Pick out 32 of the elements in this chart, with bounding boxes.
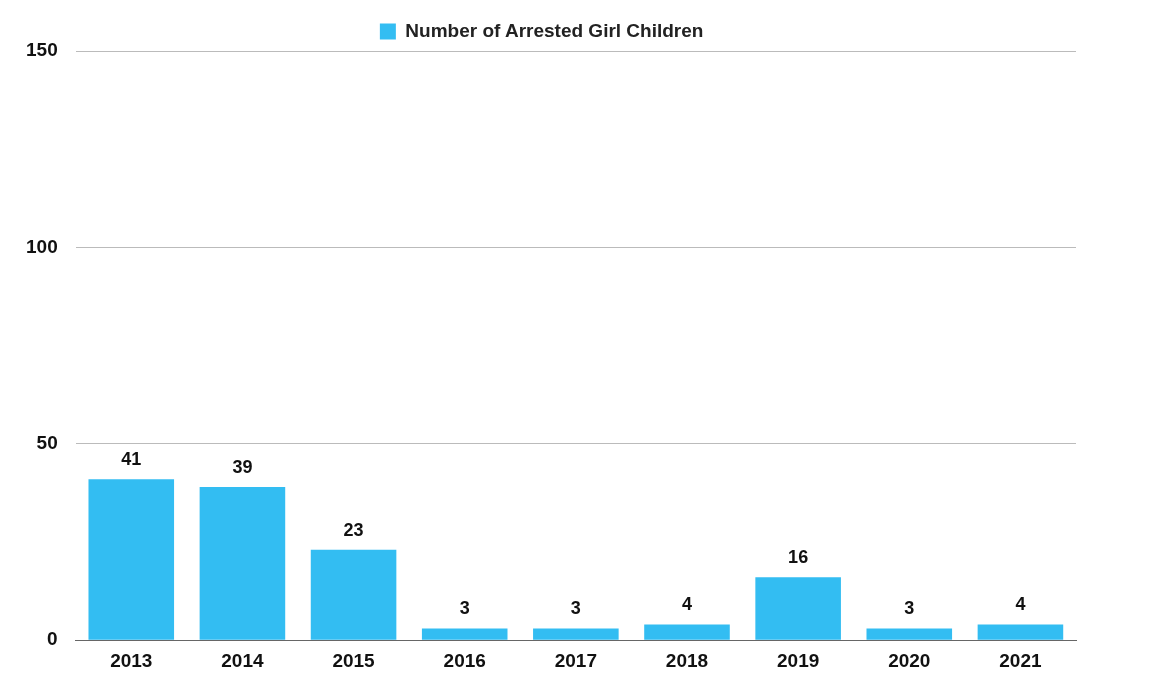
- bar: [533, 628, 619, 640]
- bar: [199, 487, 286, 640]
- data-label: 4: [681, 594, 692, 615]
- data-label: 16: [788, 547, 809, 568]
- legend-label: Number of Arrested Girl Children: [405, 19, 704, 41]
- x-tick-label: 2021: [999, 649, 1042, 671]
- data-label: 3: [459, 598, 470, 619]
- data-label: 3: [570, 598, 581, 619]
- bar: [977, 624, 1064, 640]
- x-tick-label: 2015: [332, 649, 376, 671]
- x-tick-label: 2020: [888, 649, 931, 671]
- bar: [88, 479, 175, 640]
- data-label: 41: [121, 449, 142, 470]
- x-tick-label: 2016: [443, 649, 486, 671]
- bar: [755, 577, 841, 640]
- data-label: 4: [1015, 594, 1026, 615]
- bar: [644, 624, 730, 640]
- bar: [421, 628, 508, 640]
- bar: [866, 628, 953, 640]
- data-label: 23: [343, 519, 364, 540]
- bar: [310, 549, 397, 640]
- data-label: 3: [904, 598, 915, 619]
- y-tick-label: 0: [47, 628, 58, 650]
- x-tick-label: 2017: [554, 649, 597, 671]
- data-label: 39: [232, 456, 253, 477]
- x-tick-label: 2014: [221, 649, 264, 671]
- x-tick-label: 2013: [110, 649, 153, 671]
- x-tick-label: 2018: [665, 649, 709, 671]
- y-tick-label: 100: [26, 235, 58, 257]
- y-tick-label: 150: [26, 39, 58, 61]
- y-tick-label: 50: [36, 432, 58, 454]
- x-tick-label: 2019: [777, 649, 820, 671]
